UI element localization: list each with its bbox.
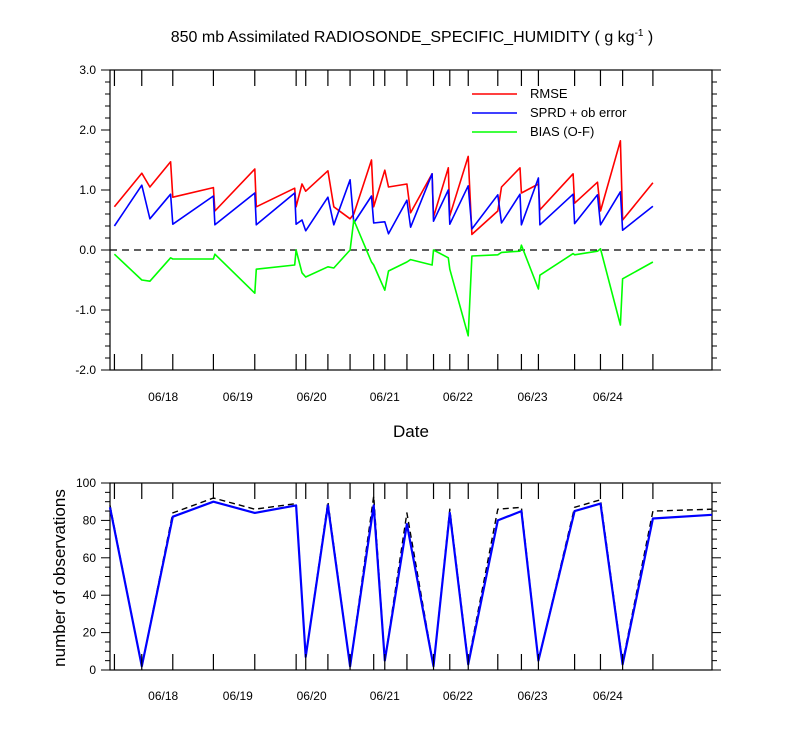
top-series-sprd-line [113,173,654,235]
bottom-plot-area [109,482,713,671]
x-tick-label: 06/18 [148,390,178,404]
y-tick-label: 1.0 [79,183,96,197]
y-tick-label: 2.0 [79,123,96,137]
y-tick-label: 20 [83,626,97,640]
y-tick-label: -2.0 [75,363,96,377]
x-axis-title: Date [393,422,429,441]
x-tick-label: 06/20 [297,689,327,703]
y-tick-label: 40 [83,588,97,602]
x-tick-label: 06/18 [148,689,178,703]
y-tick-label: 0.0 [79,243,96,257]
x-tick-label: 06/20 [297,390,327,404]
legend-sprd-label: SPRD + ob error [530,105,627,120]
x-tick-label: 06/21 [370,390,400,404]
bottom-series-lines [108,495,713,668]
chart-title-superscript: -1 [635,28,644,39]
x-tick-label: 06/24 [593,390,623,404]
legend: RMSE SPRD + ob error BIAS (O-F) [472,86,627,139]
bottom-frame [109,482,713,671]
x-tick-label: 06/22 [443,390,473,404]
chart-title: 850 mb Assimilated RADIOSONDE_SPECIFIC_H… [171,28,654,46]
x-tick-label: 06/21 [370,689,400,703]
y-tick-label: 0 [89,663,96,677]
legend-bias-label: BIAS (O-F) [530,124,594,139]
top-series-rmse-line [113,140,654,236]
x-tick-label: 06/23 [517,390,547,404]
y-tick-label: 100 [76,476,96,490]
chart-title-end: ) [643,29,653,46]
chart-title-main: 850 mb Assimilated RADIOSONDE_SPECIFIC_H… [171,29,635,46]
bottom-series-total-line [109,495,713,667]
x-tick-label: 06/23 [517,689,547,703]
legend-rmse-label: RMSE [530,86,568,101]
x-tick-label: 06/22 [443,689,473,703]
bottom-y-axis-title: number of observations [50,489,69,667]
y-tick-label: 60 [83,551,97,565]
y-tick-label: 3.0 [79,63,96,77]
y-tick-label: 80 [83,513,97,527]
top-series-lines [113,140,654,337]
x-tick-label: 06/19 [223,689,253,703]
top-frame [109,69,713,371]
top-plot-area [109,69,713,371]
bottom-axes: 100 80 60 40 20 0 06/18 06/19 06/20 06/21 06/22 06/… [76,476,721,703]
top-series-bias-line [113,219,654,337]
y-tick-label: -1.0 [75,303,96,317]
bottom-series-used-line [108,500,713,668]
top-axes: 3.0 2.0 1.0 0.0 -1.0 -2.0 06/18 06/19 06/20 06/21… [75,63,721,404]
x-tick-label: 06/19 [223,390,253,404]
x-tick-label: 06/24 [593,689,623,703]
